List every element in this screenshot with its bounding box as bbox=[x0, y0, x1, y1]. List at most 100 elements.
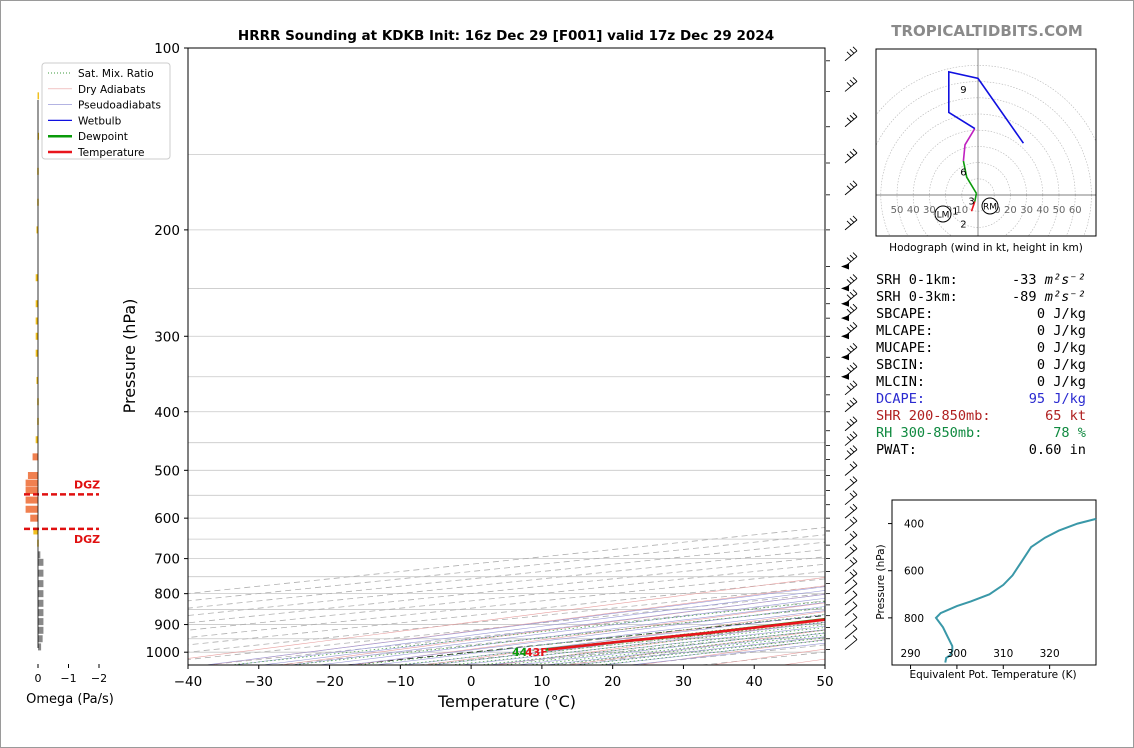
x-tick-label: −40 bbox=[174, 674, 203, 690]
wind-barb bbox=[826, 557, 858, 572]
x-tick-label: −20 bbox=[315, 674, 344, 690]
theta-e-frame bbox=[891, 499, 1097, 666]
wind-barb bbox=[826, 380, 858, 396]
wind-barb-flag bbox=[849, 447, 855, 453]
wind-barb-flag bbox=[846, 82, 852, 87]
omega-bar bbox=[35, 317, 38, 325]
wind-barb-flag bbox=[849, 559, 855, 565]
legend-label: Dewpoint bbox=[78, 131, 128, 143]
wind-barb-flag bbox=[849, 79, 855, 85]
wind-barb bbox=[826, 77, 858, 92]
chart-title: HRRR Sounding at KDKB Init: 16z Dec 29 [… bbox=[238, 28, 774, 44]
omega-bar bbox=[38, 580, 44, 588]
pseudoadiabat-line bbox=[262, 593, 825, 665]
skewt-x-label: Temperature (°C) bbox=[437, 692, 576, 711]
wind-barb-flag bbox=[852, 530, 858, 536]
wind-barb bbox=[826, 431, 858, 446]
wind-barb-staff bbox=[844, 583, 858, 594]
param-value: 0 J/kg bbox=[1036, 340, 1086, 356]
wind-barb-staff bbox=[844, 605, 858, 617]
omega-bar bbox=[38, 569, 44, 577]
wind-barb-flag bbox=[852, 544, 858, 549]
theta-e-line bbox=[934, 517, 1097, 663]
y-tick-label: 400 bbox=[154, 405, 180, 421]
pseudoadiabat-line bbox=[234, 590, 825, 665]
hodograph-height-label: 9 bbox=[960, 85, 966, 96]
wind-barb bbox=[826, 180, 858, 196]
mixing-ratio-line bbox=[291, 607, 825, 665]
omega-bar bbox=[33, 527, 38, 535]
wind-barb-staff bbox=[844, 561, 858, 572]
legend-label: Temperature bbox=[77, 147, 145, 159]
param-row: RH 300-850mb: 78 % bbox=[876, 425, 1106, 442]
wind-barb-pennant bbox=[841, 315, 849, 322]
omega-bar bbox=[36, 226, 38, 234]
wind-barb bbox=[826, 490, 858, 506]
theta-e-x-tick-label: 310 bbox=[993, 648, 1013, 660]
wind-barb-pennant bbox=[841, 333, 849, 340]
wind-barb-pennant bbox=[841, 300, 849, 307]
hodograph-frame bbox=[875, 48, 1097, 237]
omega-bar bbox=[38, 558, 44, 566]
param-row: SRH 0-3km: -89 m²s⁻² bbox=[876, 289, 1106, 306]
omega-x-label: Omega (Pa/s) bbox=[26, 692, 114, 707]
wind-barb-flag bbox=[852, 397, 858, 403]
omega-bar bbox=[35, 436, 38, 444]
omega-bar bbox=[25, 496, 38, 504]
wind-barb-flag bbox=[849, 306, 855, 311]
param-label: SRH 0-1km: bbox=[876, 272, 958, 288]
wind-barb-flag bbox=[852, 569, 858, 574]
wind-barb-flag bbox=[852, 77, 858, 82]
wind-barb bbox=[826, 289, 858, 307]
pseudoadiabat-line bbox=[319, 602, 825, 665]
omega-bar bbox=[35, 349, 38, 357]
wind-barbs bbox=[826, 46, 858, 650]
x-tick-label: 20 bbox=[604, 674, 621, 690]
wind-barb bbox=[826, 274, 858, 292]
wind-barb-flag bbox=[849, 254, 855, 260]
hodograph-segment bbox=[962, 128, 976, 162]
wind-barb-flag bbox=[852, 46, 858, 52]
wind-barb-flag bbox=[852, 112, 858, 118]
wind-barb-flag bbox=[849, 183, 855, 188]
omega-tick-label: −1 bbox=[60, 672, 76, 685]
wind-barb-staff bbox=[844, 548, 858, 559]
hodograph-caption: Hodograph (wind in kt, height in km) bbox=[889, 242, 1083, 254]
theta-e-x-tick-label: 320 bbox=[1040, 648, 1060, 660]
wind-barb-flag bbox=[849, 218, 855, 223]
skewt-axes-frame bbox=[187, 47, 826, 666]
wind-barb-flag bbox=[852, 215, 858, 221]
param-value: 0.60 in bbox=[1028, 442, 1086, 458]
omega-bar bbox=[38, 609, 44, 617]
hodograph-ring-label: 20 bbox=[1004, 205, 1017, 216]
param-row: SRH 0-1km: -33 m²s⁻² bbox=[876, 272, 1106, 289]
wind-barb-flag bbox=[849, 519, 855, 524]
omega-tick-label: −2 bbox=[91, 672, 107, 685]
wind-barb bbox=[826, 601, 858, 617]
param-value: 0 J/kg bbox=[1036, 357, 1086, 373]
param-label: MUCAPE: bbox=[876, 340, 934, 356]
dgz-label: DGZ bbox=[74, 478, 100, 491]
wind-barb-flag bbox=[849, 114, 855, 120]
x-tick-label: 50 bbox=[816, 674, 833, 690]
wind-barb-staff bbox=[844, 617, 858, 628]
wind-barb-staff bbox=[844, 507, 858, 519]
wind-barb-flag bbox=[852, 252, 858, 257]
wind-barb-flag bbox=[852, 579, 858, 584]
omega-bar bbox=[25, 505, 38, 513]
wind-barb-flag bbox=[852, 557, 858, 562]
wind-barb bbox=[826, 397, 858, 413]
wind-barb bbox=[826, 476, 858, 491]
omega-bar bbox=[25, 487, 38, 495]
param-value: -33 m²s⁻² bbox=[1012, 272, 1086, 288]
dry-adiabat-line bbox=[423, 611, 825, 665]
param-value: -89 m²s⁻² bbox=[1012, 289, 1086, 305]
wind-barb-flag bbox=[852, 342, 858, 348]
theta-e-x-tick-label: 290 bbox=[901, 648, 921, 660]
param-label: MLCIN: bbox=[876, 374, 926, 390]
wind-barb-flag bbox=[846, 367, 852, 373]
theta-e-y-tick-label: 400 bbox=[904, 519, 924, 531]
param-label: SHR 200-850mb: bbox=[876, 408, 991, 424]
wind-barb bbox=[826, 342, 858, 361]
legend: Sat. Mix. Ratio Dry Adiabats Pseudoadiabat… bbox=[41, 62, 171, 160]
